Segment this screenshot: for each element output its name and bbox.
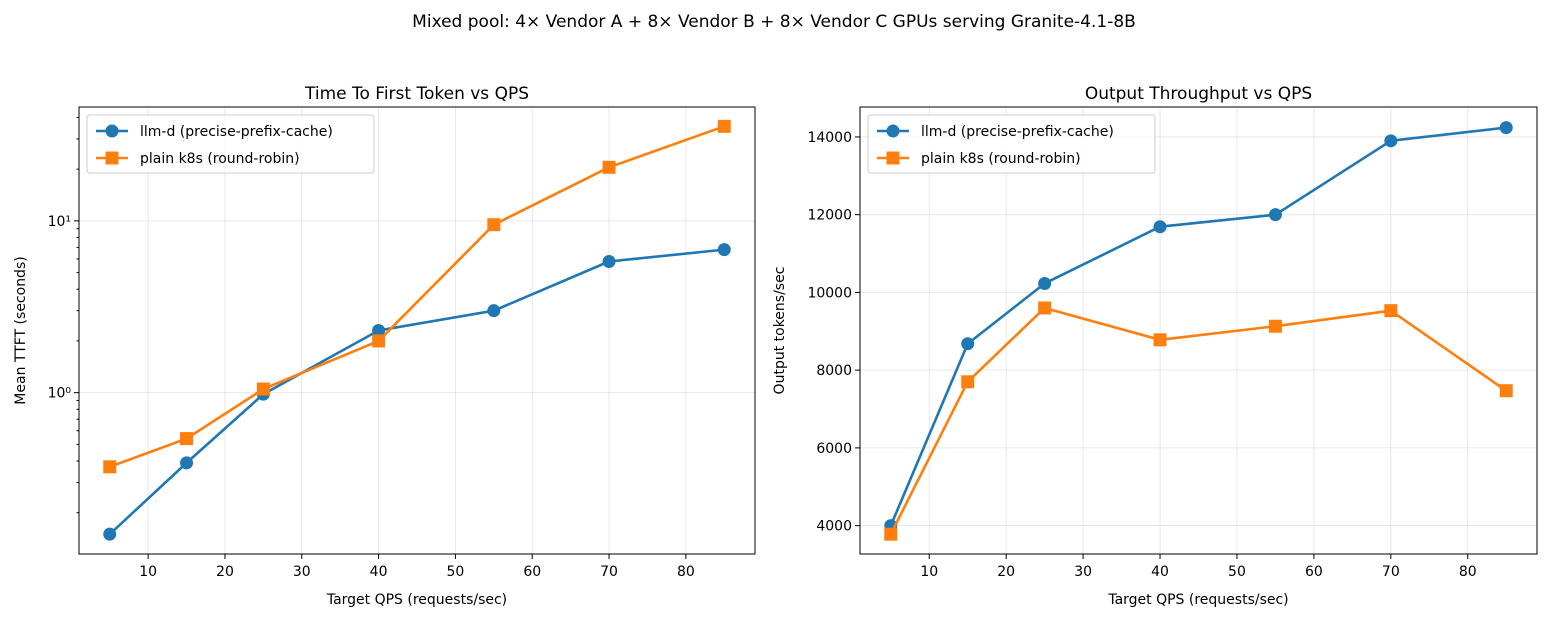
legend-label-1: plain k8s (round-robin): [140, 151, 300, 167]
x-tick-label: 10: [139, 564, 157, 580]
ttft-series-line-1: [109, 125, 725, 469]
ttft-point-1: [180, 432, 194, 446]
legend-label-0: llm-d (precise-prefix-cache): [140, 124, 333, 140]
x-axis-label: Target QPS (requests/sec): [1107, 592, 1288, 608]
throughput-chart-panel: 10 20 30 40 50 60 70 80 4000 6000 8000 10000 12000 14…: [772, 84, 1538, 608]
ttft-point-0: [487, 304, 501, 318]
throughput-point-1: [961, 375, 975, 389]
throughput-point-0: [961, 337, 975, 351]
throughput-point-0: [1038, 276, 1052, 290]
legend-label-0: llm-d (precise-prefix-cache): [921, 124, 1114, 140]
ttft-point-1: [487, 218, 501, 232]
x-axis-label: Target QPS (requests/sec): [326, 592, 507, 608]
figure-suptitle: Mixed pool: 4× Vendor A + 8× Vendor B + …: [412, 12, 1136, 32]
y-axis-label: Mean TTFT (seconds): [13, 256, 29, 404]
ttft-point-0: [372, 324, 386, 337]
ttft-point-1: [717, 119, 731, 133]
legend-marker-0: [886, 124, 900, 138]
y-tick-label: 10⁰: [48, 386, 72, 402]
x-tick-label: 70: [600, 564, 618, 580]
axes-frame: [859, 106, 1538, 555]
ttft-legend: llm-d (precise-prefix-cache) plain k8s (r…: [86, 114, 375, 174]
y-axis-label: Output tokens/sec: [772, 267, 788, 395]
y-tick-label: 10¹: [48, 214, 71, 230]
throughput-point-0: [1268, 208, 1282, 222]
y-tick-label: 14000: [807, 130, 852, 146]
throughput-point-0: [1384, 134, 1398, 148]
ttft-point-0: [103, 527, 117, 541]
x-tick-label: 40: [370, 564, 388, 580]
throughput-point-1: [884, 527, 898, 541]
x-tick-label: 20: [997, 564, 1015, 580]
legend-label-1: plain k8s (round-robin): [921, 151, 1081, 167]
y-tick-label: 6000: [816, 441, 852, 457]
throughput-point-1: [1499, 384, 1513, 398]
x-tick-label: 80: [1459, 564, 1477, 580]
x-tick-label: 50: [1228, 564, 1246, 580]
throughput-point-1: [1153, 333, 1167, 347]
throughput-legend: llm-d (precise-prefix-cache) plain k8s (r…: [867, 114, 1156, 174]
ttft-point-0: [717, 243, 731, 257]
legend-marker-1: [105, 151, 119, 165]
throughput-series-line-1: [889, 306, 1507, 535]
legend-marker-0: [105, 124, 119, 138]
x-tick-label: 20: [216, 564, 234, 580]
ttft-point-1: [372, 334, 386, 348]
x-tick-label: 30: [293, 564, 311, 580]
throughput-point-1: [1268, 319, 1282, 333]
x-tick-label: 70: [1382, 564, 1400, 580]
throughput-point-0: [1499, 121, 1513, 135]
x-tick-label: 60: [523, 564, 541, 580]
throughput-point-1: [1384, 304, 1398, 318]
ttft-chart-panel: 10 20 30 40 50 60 70 80 10⁰ 10¹ Time To First Toke…: [13, 84, 756, 608]
legend-marker-1: [886, 151, 900, 165]
throughput-point-1: [1038, 301, 1052, 315]
ttft-point-1: [602, 160, 616, 174]
x-tick-label: 60: [1305, 564, 1323, 580]
x-tick-label: 50: [446, 564, 464, 580]
legend-box: [86, 114, 375, 174]
x-tick-label: 10: [920, 564, 938, 580]
ttft-point-1: [103, 460, 117, 474]
x-tick-label: 40: [1151, 564, 1169, 580]
ttft-chart-title: Time To First Token vs QPS: [304, 84, 529, 104]
ttft-point-1: [256, 382, 270, 396]
ttft-series-line-0: [108, 248, 725, 536]
y-tick-label: 10000: [807, 285, 852, 301]
y-tick-label: 8000: [816, 363, 852, 379]
legend-box: [867, 114, 1156, 174]
ttft-point-0: [602, 254, 616, 268]
throughput-point-0: [1153, 220, 1167, 234]
x-tick-label: 80: [677, 564, 695, 580]
y-tick-label: 4000: [816, 519, 852, 535]
axes-frame: [78, 106, 756, 555]
ttft-point-0: [180, 456, 194, 470]
y-tick-label: 12000: [807, 208, 852, 224]
throughput-chart-title: Output Throughput vs QPS: [1085, 84, 1312, 104]
x-tick-label: 30: [1074, 564, 1092, 580]
